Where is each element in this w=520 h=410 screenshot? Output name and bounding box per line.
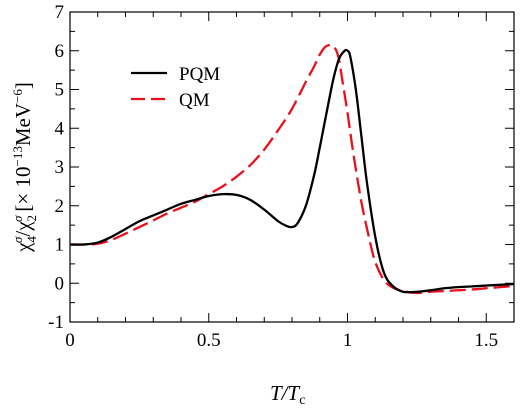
x-tick-label: 0 [65,330,75,351]
y-tick-label: 4 [55,118,65,139]
y-axis-title: χ4σ/χ2σ[× 10−13MeV−6] [10,82,39,253]
legend-label-qm: QM [179,90,210,111]
series-line-qm [69,43,515,295]
x-tick-label: 1 [343,330,353,351]
series-line-pqm [69,48,515,294]
series-layer [69,43,515,295]
x-axis-title: T/Tc [270,381,305,408]
y-tick-label: -1 [48,312,64,333]
axis-ticks [69,11,515,323]
y-tick-label: 5 [55,80,65,101]
y-tick-label: 6 [55,41,65,62]
y-tick-label: 0 [55,273,65,294]
y-tick-label: 1 [55,235,65,256]
x-tick-label: 0.5 [197,330,221,351]
x-tick-label: 1.5 [474,330,498,351]
plot-frame [69,11,515,323]
y-tick-label: 2 [55,196,65,217]
legend-label-pqm: PQM [179,64,220,85]
y-tick-label: 7 [55,2,65,23]
legend: PQM QM [131,64,220,111]
y-tick-label: 3 [55,157,65,178]
